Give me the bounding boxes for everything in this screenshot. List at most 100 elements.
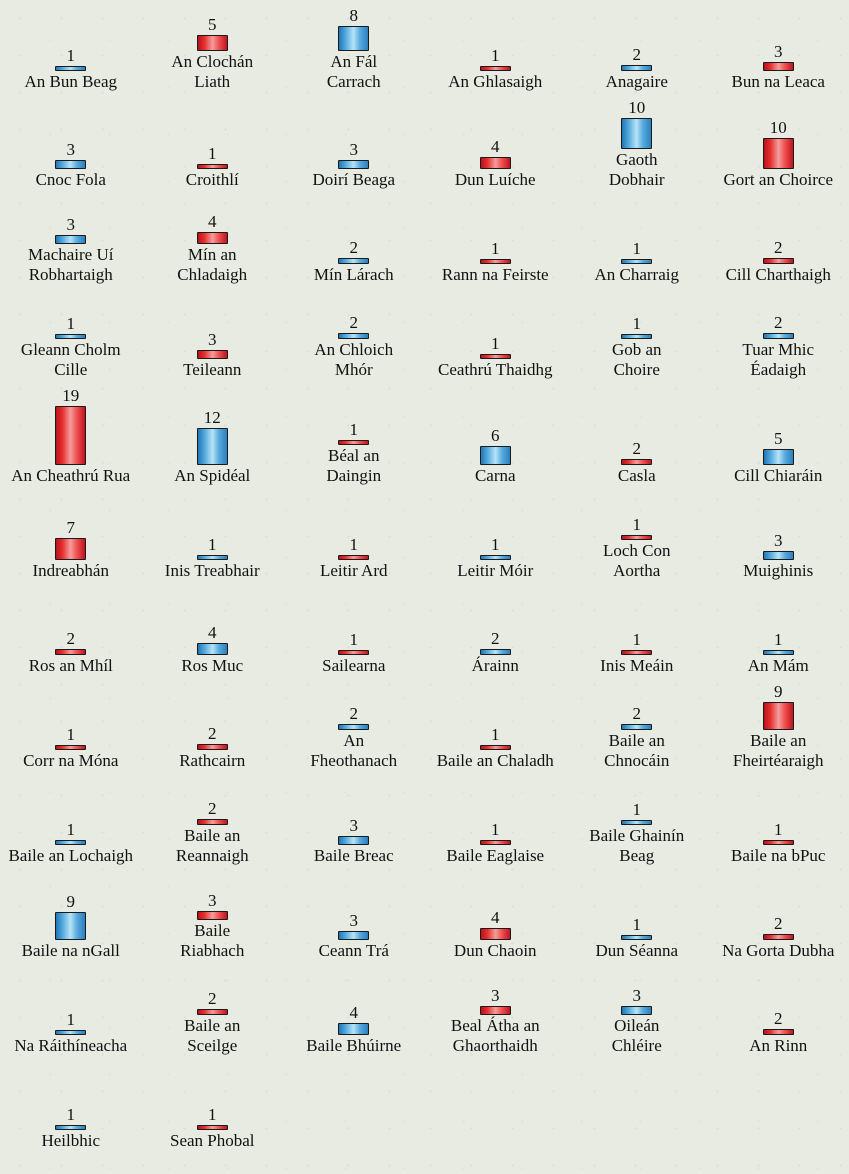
place-chart-cell: 3 Beal Átha an Ghaorthaidh (425, 987, 567, 1063)
place-chart-cell: 2 Árainn (425, 630, 567, 683)
place-chart-cell: 4 Ros Muc (142, 624, 284, 683)
red-bar (762, 839, 794, 845)
blue-bar (338, 835, 370, 845)
place-label: An Fheothanach (310, 730, 398, 770)
place-label: Rathcairn (179, 750, 246, 770)
blue-bar (55, 1029, 87, 1035)
place-label: An Cheathrú Rua (11, 465, 131, 485)
bar-value: 6 (491, 425, 500, 445)
red-bar (55, 405, 87, 465)
place-label: Oileán Chléire (611, 1015, 662, 1055)
red-bar (196, 349, 228, 359)
bar-value: 7 (66, 517, 76, 537)
bar-value: 1 (349, 534, 359, 554)
place-chart-cell: 2 Baile an Chnocáin (566, 705, 708, 778)
bar-value: 3 (66, 215, 76, 234)
bar-value: 3 (632, 985, 642, 1005)
place-label: Dun Chaoin (453, 940, 537, 960)
blue-bar (762, 332, 794, 339)
place-chart-cell: 1 Gleann Cholm Cille (0, 315, 142, 387)
place-label: Baile Eaglaise (446, 845, 545, 865)
bar-value: 1 (349, 419, 359, 439)
red-bar (479, 65, 511, 71)
place-chart-cell: 2 Baile an Reannaigh (142, 800, 284, 873)
place-label: Gleann Cholm Cille (20, 339, 121, 379)
place-chart-cell: 3 Muighinis (708, 532, 849, 588)
red-bar (338, 439, 370, 445)
bar-value: 1 (66, 46, 76, 66)
bar-value: 1 (774, 819, 783, 839)
place-chart-cell: 2 Mín Lárach (283, 239, 425, 292)
place-label: Baile an Chaladh (436, 750, 554, 770)
red-bar (762, 1028, 794, 1035)
place-chart-cell: 9 Baile na nGall (0, 893, 142, 968)
bar-value: 3 (349, 815, 359, 835)
place-label: Baile an Chnocáin (604, 730, 670, 770)
bar-value: 3 (349, 910, 359, 930)
place-chart-cell: 2 Baile an Sceilge (142, 990, 284, 1063)
blue-bar (55, 159, 87, 169)
place-label: Ceathrú Thaidhg (438, 359, 553, 379)
place-label: Cill Charthaigh (725, 264, 831, 284)
bar-value: 1 (491, 724, 500, 744)
place-chart-cell: 1 An Mám (708, 631, 849, 683)
place-label: Baile Ghainín Beag (589, 825, 685, 865)
bar-value: 2 (632, 45, 642, 65)
red-bar (196, 34, 228, 51)
blue-bar (338, 1022, 370, 1035)
bar-value: 1 (491, 334, 500, 354)
bar-value: 10 (769, 118, 787, 138)
place-label: Árainn (471, 655, 519, 675)
bar-value: 1 (632, 314, 642, 333)
place-label: Rann na Feirste (441, 264, 549, 284)
place-label: Loch Con Aortha (602, 540, 671, 580)
blue-bar (338, 332, 370, 339)
red-bar (762, 137, 794, 169)
place-label: Cnoc Fola (35, 169, 106, 189)
place-chart-cell: 3 Baile Riabhach (142, 892, 284, 968)
bar-value: 1 (349, 629, 359, 649)
bar-value: 1 (632, 914, 642, 934)
place-label: Sailearna (322, 655, 386, 675)
blue-bar (762, 448, 794, 465)
bar-value: 2 (491, 628, 500, 648)
place-label: Cill Chiaráin (734, 465, 823, 485)
red-bar (55, 648, 87, 655)
blue-bar (196, 554, 228, 560)
bar-value: 9 (774, 681, 783, 701)
red-bar (196, 231, 228, 244)
bar-value: 2 (774, 313, 783, 332)
place-label: Ceann Trá (318, 940, 389, 960)
bar-value: 4 (208, 212, 217, 231)
place-chart-cell: 1 Sailearna (283, 631, 425, 683)
place-label: Mín an Chladaigh (177, 244, 248, 284)
bar-value: 1 (66, 314, 76, 333)
place-label: Béal an Daingin (326, 445, 382, 485)
blue-bar (55, 65, 87, 71)
place-label: An Chloich Mhór (314, 339, 394, 379)
place-label: Baile Bhúirne (306, 1035, 402, 1055)
red-bar (196, 163, 228, 169)
red-bar (196, 818, 228, 825)
place-label: Corr na Móna (23, 750, 119, 770)
blue-bar (621, 723, 653, 730)
bar-value: 2 (632, 703, 642, 723)
place-chart-cell: 5 An Clochán Liath (142, 16, 284, 99)
blue-bar (762, 550, 794, 560)
place-label: Dun Séanna (595, 940, 679, 960)
place-chart-cell: 4 Dun Chaoin (425, 909, 567, 968)
bar-value: 1 (774, 629, 783, 649)
bar-value: 9 (66, 891, 76, 911)
place-chart-cell: 2 An Fheothanach (283, 705, 425, 778)
place-chart-cell: 2 Anagaire (566, 46, 708, 99)
red-bar (479, 1005, 511, 1015)
place-label: Sean Phobal (169, 1130, 255, 1150)
blue-bar (479, 648, 511, 655)
bar-value: 4 (349, 1002, 359, 1022)
bar-value: 1 (632, 514, 642, 534)
place-chart-cell: 5 Cill Chiaráin (708, 430, 849, 493)
place-label: Baile an Reannaigh (175, 825, 249, 865)
place-chart-cell: 2 Ros an Mhíl (0, 630, 142, 683)
place-label: Dun Luíche (454, 169, 536, 189)
